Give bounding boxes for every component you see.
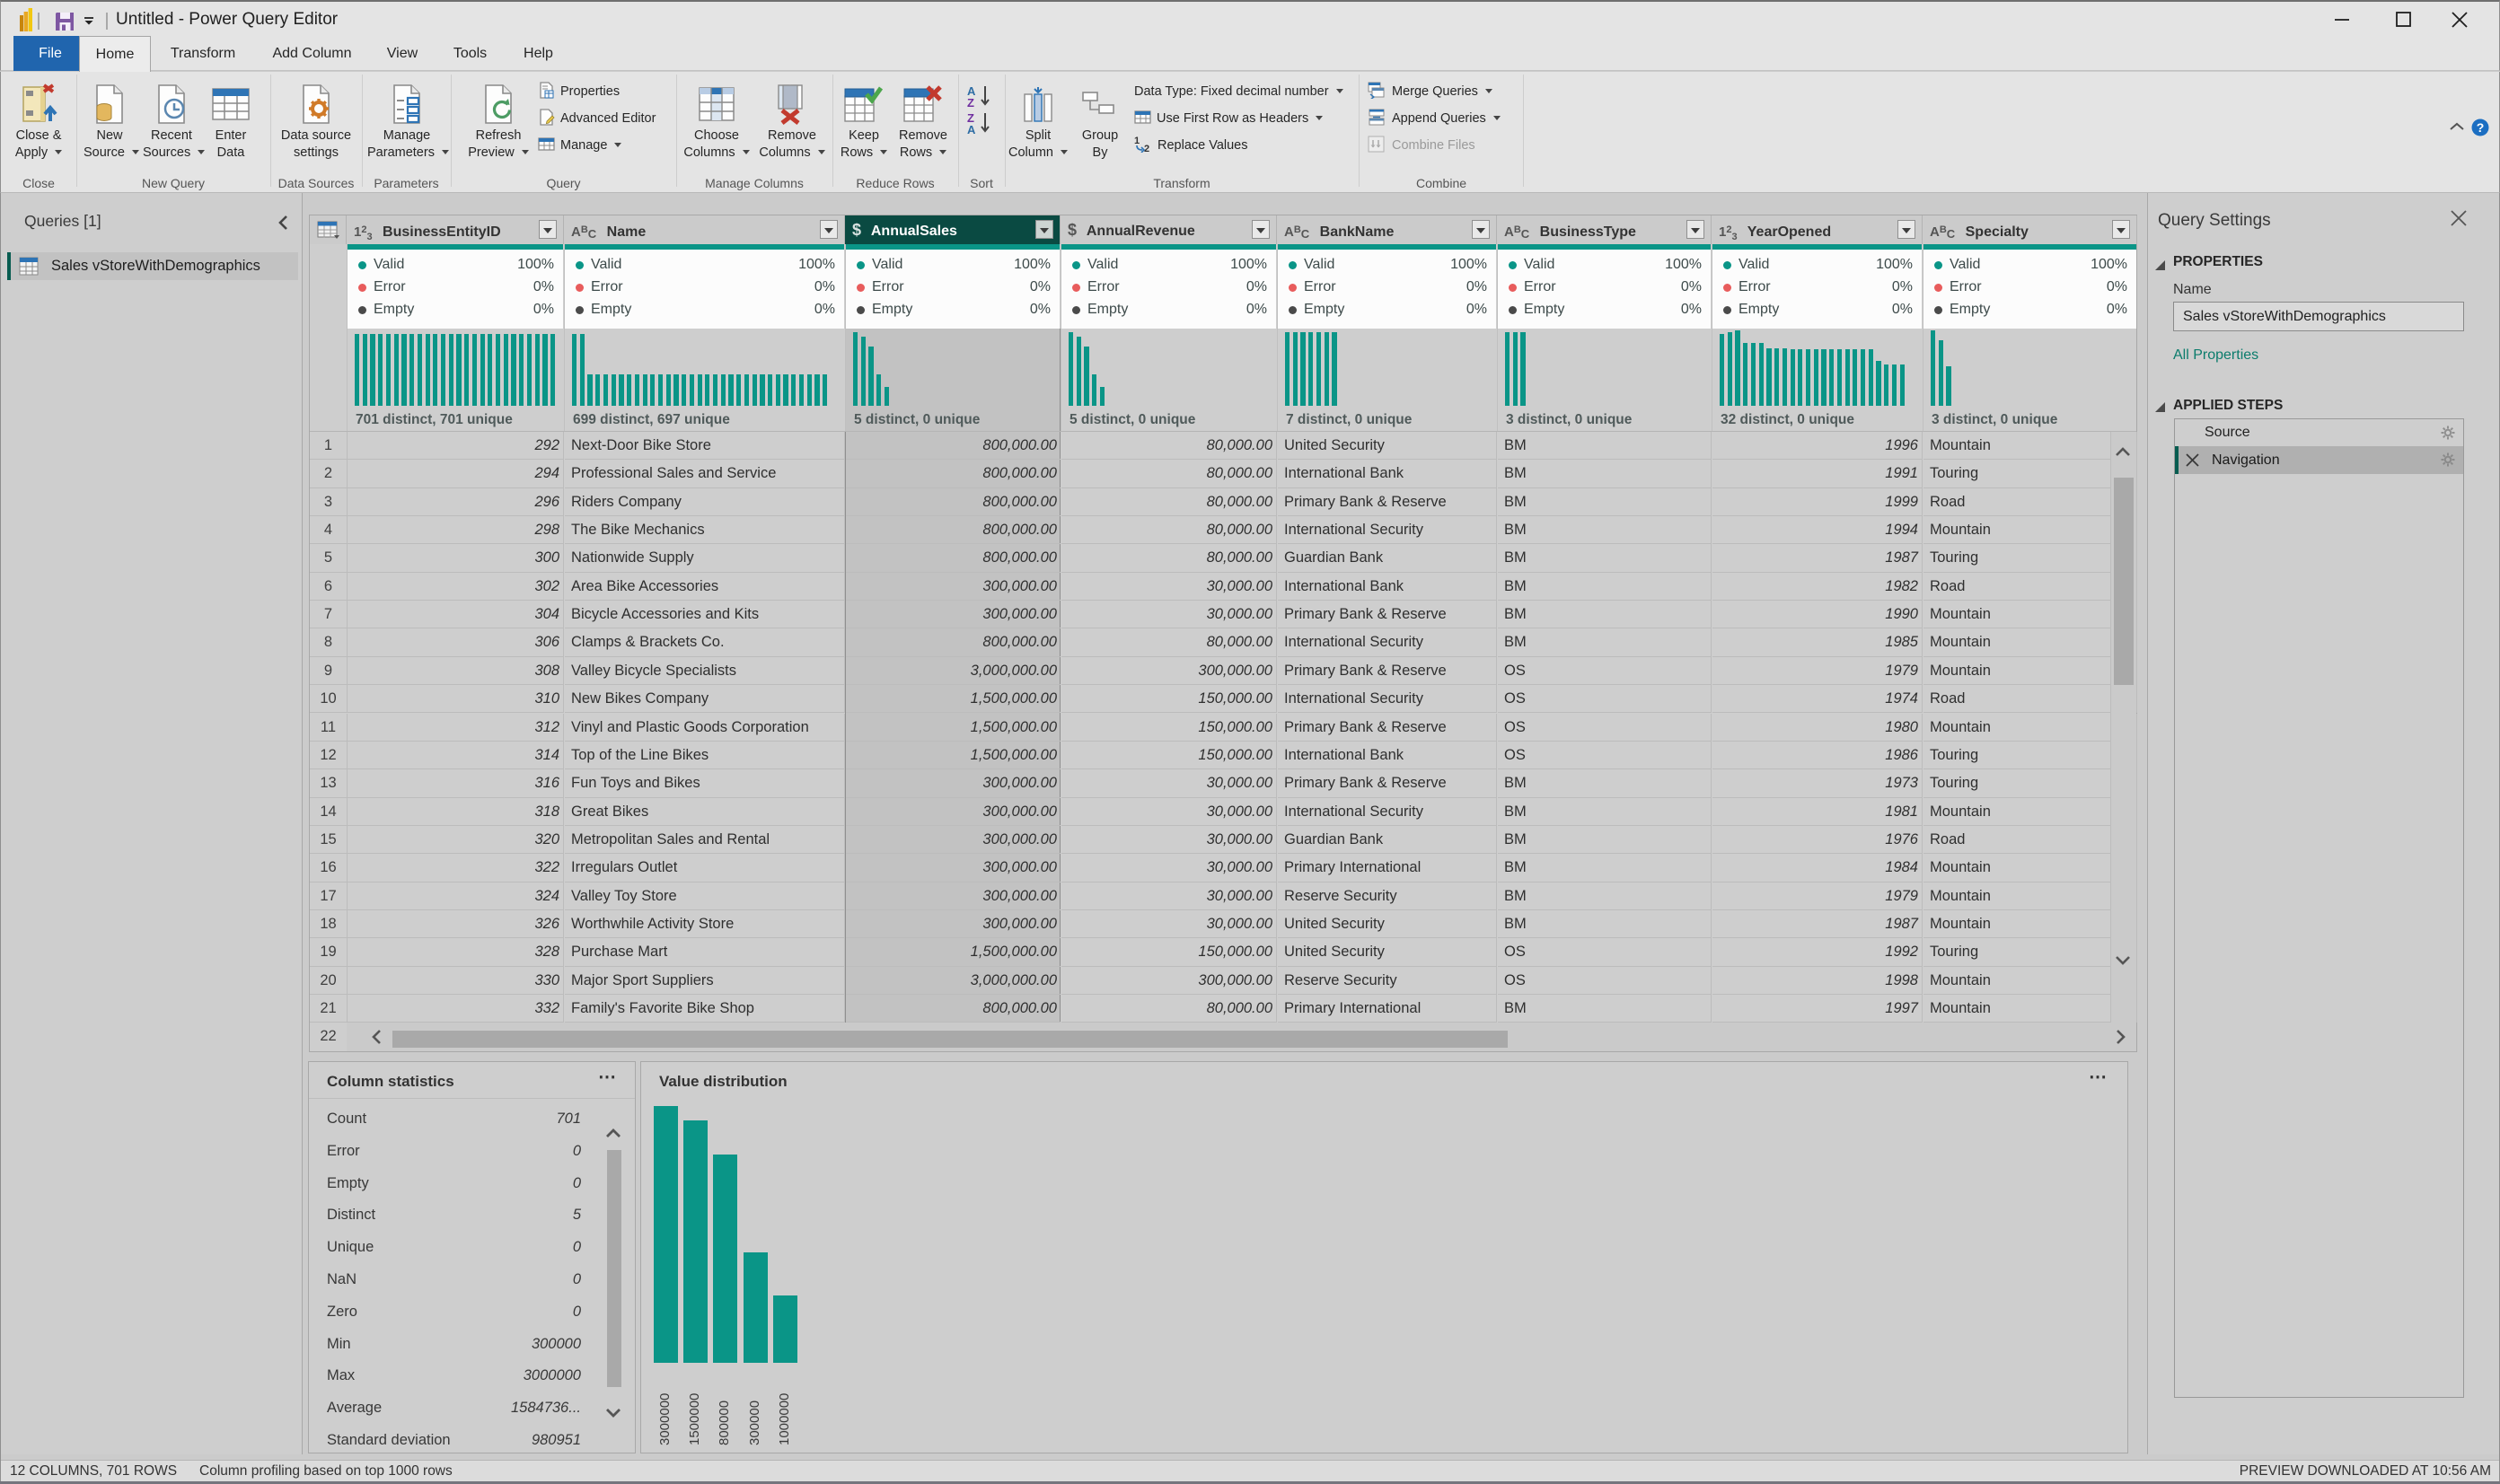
svg-text:Z: Z [967, 96, 974, 108]
svg-text:Z: Z [967, 111, 974, 125]
svg-text:A: A [967, 84, 976, 98]
svg-text:?: ? [2477, 120, 2485, 135]
svg-text:A: A [967, 123, 976, 135]
svg-text:1: 1 [1134, 136, 1140, 146]
svg-text:2: 2 [1144, 144, 1149, 153]
